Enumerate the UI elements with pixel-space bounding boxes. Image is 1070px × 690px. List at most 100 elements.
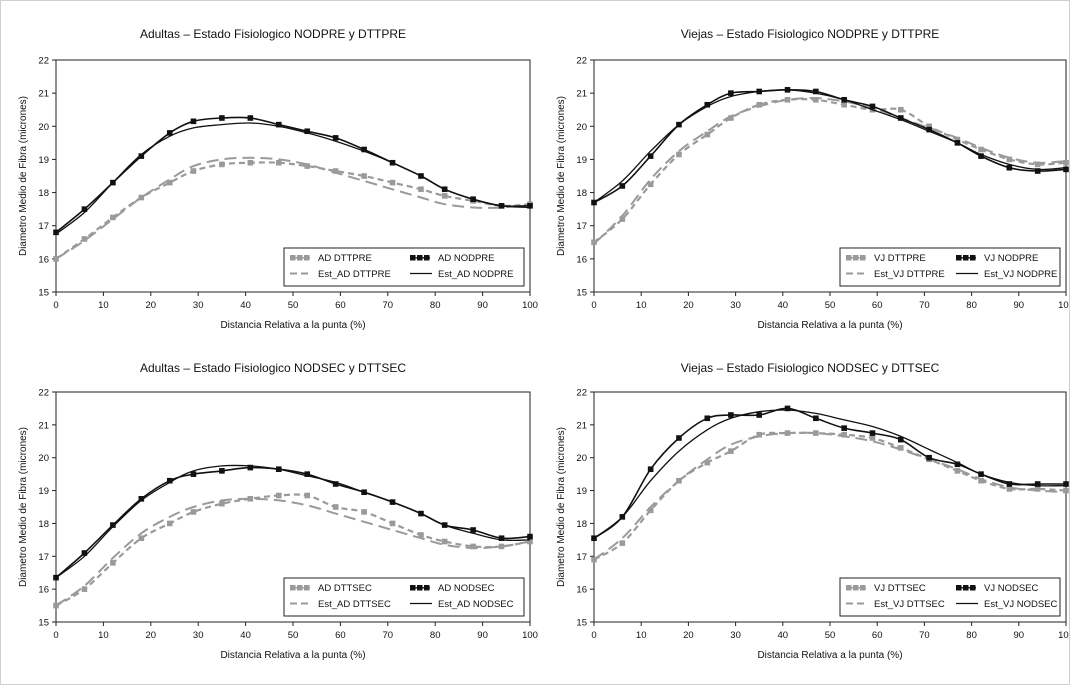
data-point	[728, 448, 734, 454]
x-tick-label: 40	[240, 300, 251, 311]
data-point	[110, 560, 116, 566]
x-tick-label: 30	[193, 300, 204, 311]
data-point	[813, 430, 819, 436]
data-point	[926, 126, 932, 133]
legend-entry: Est_VJ DTTSEC	[874, 599, 945, 610]
data-point	[53, 574, 59, 581]
y-tick-label: 15	[38, 618, 49, 629]
data-point	[978, 153, 984, 159]
data-point	[110, 214, 116, 221]
x-tick-label: 10	[98, 300, 109, 311]
x-tick-label: 80	[430, 300, 441, 311]
data-point	[138, 495, 145, 502]
data-point	[898, 106, 904, 113]
data-point	[676, 435, 682, 441]
y-tick-label: 16	[38, 254, 49, 265]
data-point	[1006, 156, 1013, 163]
data-point	[166, 520, 173, 527]
data-point	[470, 543, 476, 550]
x-tick-label: 70	[919, 630, 930, 641]
series-line-est-ad-dttsec	[55, 497, 531, 607]
legend-entry: AD DTTSEC	[318, 583, 372, 594]
series-line-vj-nodpre	[593, 88, 1067, 204]
data-point	[138, 535, 145, 542]
legend-box	[839, 577, 1061, 617]
data-point	[898, 436, 904, 443]
x-tick-label: 0	[591, 630, 596, 641]
x-tick-label: 10	[636, 630, 647, 641]
x-tick-label: 50	[825, 300, 836, 311]
series-line-vj-dttpre	[593, 98, 1067, 244]
y-tick-label: 16	[38, 585, 49, 596]
data-point	[954, 468, 961, 474]
data-point	[138, 194, 145, 201]
chart-title: Viejas – Estado Fisiologico NODSEC y DTT…	[681, 361, 940, 375]
data-point	[527, 533, 533, 540]
x-tick-label: 40	[778, 300, 789, 311]
y-tick-label: 17	[38, 552, 49, 563]
x-tick-label: 50	[288, 630, 299, 641]
data-point	[591, 535, 597, 542]
y-tick-label: 19	[38, 155, 49, 166]
data-point	[361, 509, 367, 515]
legend-entry: VJ DTTPRE	[874, 253, 926, 264]
data-point	[728, 90, 734, 96]
data-point	[247, 495, 254, 502]
data-point	[190, 509, 197, 515]
data-point	[676, 151, 682, 158]
y-tick-label: 15	[38, 288, 49, 299]
x-tick-label: 100	[522, 300, 538, 311]
data-point	[756, 412, 762, 418]
data-point	[619, 216, 626, 222]
data-point	[219, 161, 225, 168]
y-tick-label: 17	[38, 221, 49, 232]
data-point	[756, 431, 762, 438]
x-tick-label: 40	[778, 630, 789, 641]
data-point	[813, 415, 819, 422]
series-line-ad-nodsec	[55, 466, 531, 579]
data-point	[898, 115, 904, 121]
data-point	[81, 236, 88, 242]
y-tick-label: 16	[576, 254, 587, 265]
data-point	[1006, 486, 1013, 492]
data-point	[389, 520, 396, 527]
y-tick-label: 22	[576, 388, 587, 399]
x-axis-label: Distancia Relativa a la punta (%)	[220, 650, 365, 661]
x-tick-label: 100	[522, 630, 538, 641]
data-point	[647, 181, 654, 188]
x-tick-label: 70	[919, 300, 930, 311]
x-tick-label: 20	[146, 300, 157, 311]
left-border	[0, 0, 1, 685]
y-tick-label: 18	[38, 519, 49, 530]
data-point	[954, 136, 961, 143]
chart-panel-2: Viejas – Estado Fisiologico NODPRE y DTT…	[556, 27, 1070, 331]
data-point	[441, 538, 448, 545]
series-line-vj-nodsec	[593, 407, 1066, 539]
data-point	[1006, 164, 1013, 171]
x-tick-label: 20	[146, 630, 157, 641]
data-point	[361, 173, 367, 179]
data-point	[1006, 481, 1013, 487]
data-point	[756, 101, 762, 108]
legend-box	[839, 247, 1061, 287]
legend-entry: Est_VJ DTTPRE	[874, 269, 945, 280]
legend-entry: AD DTTPRE	[318, 253, 372, 264]
y-axis-label: Diametro Medio de Fibra (micrones)	[556, 427, 567, 587]
chart-title: Adultas – Estado Fisiologico NODSEC y DT…	[140, 361, 406, 375]
chart-panel-3: Adultas – Estado Fisiologico NODSEC y DT…	[18, 361, 538, 661]
data-point	[1034, 481, 1041, 487]
x-tick-label: 60	[335, 630, 346, 641]
legend: VJ DTTPRE VJ NODPRE Est_VJ DTTPRE Est_VJ NO…	[839, 247, 1061, 287]
y-tick-label: 22	[38, 56, 49, 67]
data-point	[166, 477, 173, 484]
legend-entry: Est_VJ NODPRE	[984, 269, 1057, 280]
chart-panel-4: Viejas – Estado Fisiologico NODSEC y DTT…	[556, 361, 1070, 661]
y-axis-label: Diametro Medio de Fibra (micrones)	[556, 96, 567, 256]
data-point	[81, 206, 88, 212]
y-tick-label: 19	[576, 155, 587, 166]
data-point	[1034, 168, 1041, 174]
data-point	[304, 471, 311, 477]
x-tick-label: 60	[335, 300, 346, 311]
chart-title: Viejas – Estado Fisiologico NODPRE y DTT…	[681, 27, 940, 41]
